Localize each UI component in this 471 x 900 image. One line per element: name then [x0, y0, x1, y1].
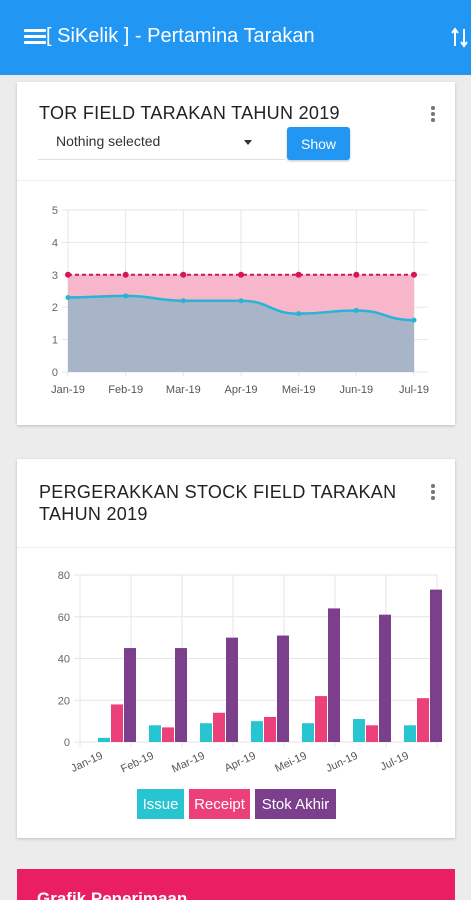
show-button[interactable]: Show	[287, 127, 350, 160]
bar-receipt	[264, 716, 276, 742]
menu-icon[interactable]	[24, 29, 46, 45]
tor-card-title: TOR FIELD TARAKAN TAHUN 2019	[39, 103, 340, 123]
app-title: [ SiKelik ] - Pertamina Tarakan	[46, 25, 315, 47]
y-tick-label: 1	[52, 335, 58, 347]
legend-stok-akhir[interactable]: Stok Akhir	[255, 789, 336, 819]
x-tick-label: Jan-19	[69, 750, 105, 775]
receipt-chart-card-title: Grafik Penerimaan	[37, 889, 188, 900]
divider	[17, 547, 455, 548]
target-point	[238, 271, 244, 278]
bar-receipt	[111, 704, 123, 742]
y-tick-label: 3	[52, 270, 58, 282]
tor-filter-value: Nothing selected	[56, 133, 161, 149]
tor-card: TOR FIELD TARAKAN TAHUN 2019 Nothing sel…	[17, 82, 455, 425]
x-tick-label: Apr-19	[223, 750, 258, 775]
actual-area	[68, 295, 414, 372]
y-tick-label: 80	[58, 570, 70, 582]
app-bar: [ SiKelik ] - Pertamina Tarakan	[0, 0, 471, 75]
x-tick-label: Jun-19	[340, 384, 374, 396]
stock-card: PERGERAKKAN STOCK FIELD TARAKAN TAHUN 20…	[17, 459, 455, 838]
y-tick-label: 2	[52, 302, 58, 314]
actual-point	[296, 311, 302, 317]
stock-card-title-line2: TAHUN 2019	[39, 504, 148, 524]
x-tick-label: Mar-19	[166, 384, 201, 396]
x-tick-label: Jul-19	[399, 384, 429, 396]
stock-card-title: PERGERAKKAN STOCK FIELD TARAKAN TAHUN 20…	[39, 481, 396, 525]
bar-receipt	[315, 696, 327, 742]
y-tick-label: 60	[58, 612, 70, 624]
bar-stok-akhir	[328, 608, 340, 742]
actual-point	[411, 317, 417, 323]
x-tick-label: Feb-19	[119, 750, 156, 776]
x-tick-label: Jul-19	[379, 750, 411, 774]
target-point	[411, 271, 417, 278]
stock-more-icon[interactable]	[430, 484, 436, 502]
actual-point	[123, 293, 129, 299]
y-tick-label: 20	[58, 695, 70, 707]
y-tick-label: 0	[64, 737, 70, 749]
tor-chart: 0 1 2 3 4 5 Jan-19 Feb-19 Mar-19 Apr-19 Mei-19 Jun-…	[51, 205, 429, 396]
y-tick-label: 40	[58, 654, 70, 666]
bar-stok-akhir	[277, 635, 289, 742]
bar-stok-akhir	[430, 589, 442, 742]
bar-issue	[149, 725, 161, 742]
bar-issue	[98, 737, 110, 742]
x-tick-label: Feb-19	[108, 384, 143, 396]
bar-receipt	[162, 727, 174, 742]
y-tick-label: 5	[52, 205, 58, 217]
bar-issue	[200, 723, 212, 742]
target-point	[122, 271, 129, 278]
y-tick-label: 0	[52, 367, 58, 379]
actual-point	[238, 298, 244, 304]
x-tick-label: Jun-19	[324, 750, 360, 775]
tor-more-icon[interactable]	[430, 106, 436, 124]
bar-stok-akhir	[124, 648, 136, 742]
y-tick-label: 4	[52, 237, 58, 249]
bar-receipt	[366, 725, 378, 742]
bar-receipt	[213, 712, 225, 742]
target-point	[295, 271, 302, 278]
x-tick-label: Mei-19	[273, 750, 309, 775]
bar-issue	[404, 725, 416, 742]
actual-point	[353, 307, 359, 313]
chevron-down-icon	[244, 140, 252, 145]
receipt-chart-card: Grafik Penerimaan	[17, 869, 455, 900]
x-tick-label: Jan-19	[51, 384, 85, 396]
bar-stok-akhir	[379, 614, 391, 742]
bar-receipt	[417, 698, 429, 742]
target-point	[353, 271, 360, 278]
bar-issue	[353, 719, 365, 742]
bar-issue	[251, 721, 263, 742]
target-point	[180, 271, 187, 278]
legend-receipt[interactable]: Receipt	[189, 789, 250, 819]
x-tick-label: Apr-19	[224, 384, 257, 396]
bar-issue	[302, 723, 314, 742]
tor-filter-select[interactable]: Nothing selected	[38, 127, 285, 160]
bar-stok-akhir	[226, 637, 238, 742]
target-point	[65, 271, 71, 278]
legend-issue[interactable]: Issue	[137, 789, 184, 819]
x-tick-label: Mar-19	[170, 750, 207, 776]
sort-icon[interactable]	[451, 22, 471, 52]
x-tick-label: Mei-19	[282, 384, 316, 396]
stock-card-title-line1: PERGERAKKAN STOCK FIELD TARAKAN	[39, 482, 397, 502]
actual-point	[65, 294, 71, 300]
actual-point	[180, 298, 186, 304]
bar-stok-akhir	[175, 648, 187, 742]
divider	[17, 180, 455, 181]
stock-chart: 0 20 40 60 80 Jan-19 Feb-19 Mar-19 Apr-19 Mei-19 J…	[58, 570, 442, 776]
